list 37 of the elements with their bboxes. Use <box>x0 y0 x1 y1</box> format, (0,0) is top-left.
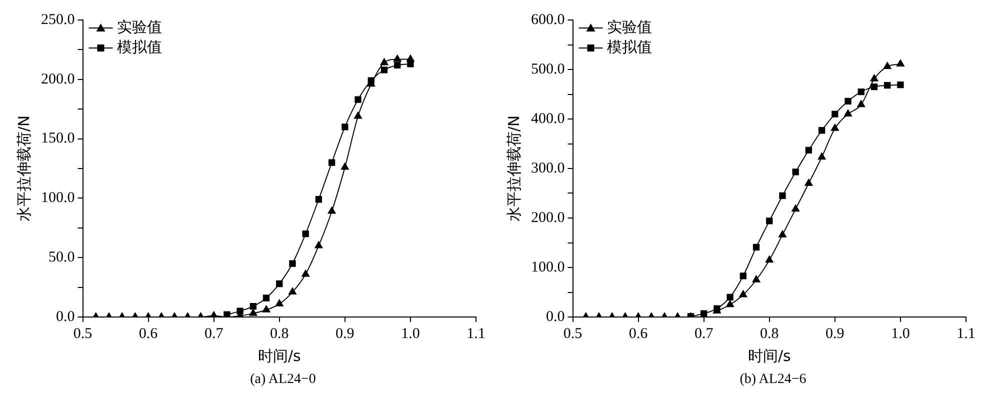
x-tick-label: 0.6 <box>628 326 648 342</box>
y-axis-title: 水平拉伸载荷/N <box>14 115 33 222</box>
x-tick-label: 0.7 <box>204 326 224 342</box>
x-tick-label: 1.0 <box>401 326 420 342</box>
x-axis-title: 时间/s <box>748 346 791 365</box>
y-tick-label: 400.0 <box>531 110 565 127</box>
text: (a) AL24−0 <box>249 372 317 388</box>
y-tick-label: 0.0 <box>56 308 75 325</box>
legend-label: 模拟值 <box>606 38 652 56</box>
x-tick-label: 0.8 <box>760 326 779 342</box>
y-tick-label: 200.0 <box>531 210 565 226</box>
y-tick-label: 0.0 <box>546 308 565 325</box>
y-tick-label: 100.0 <box>41 190 75 206</box>
text: (b) AL24−6 <box>738 372 808 388</box>
legend-label: 实验值 <box>116 18 162 36</box>
y-axis-title: 水平拉伸载荷/N <box>504 115 523 222</box>
y-tick-label: 100.0 <box>531 259 565 276</box>
y-tick-label: 500.0 <box>531 61 565 78</box>
x-tick-label: 0.9 <box>826 326 844 342</box>
x-tick-label: 0.9 <box>336 326 354 342</box>
x-tick-label: 1.1 <box>956 326 976 342</box>
x-axis-title: 时间/s <box>258 346 301 365</box>
x-tick-label: 1.0 <box>891 326 910 342</box>
x-tick-label: 0.6 <box>138 326 158 342</box>
y-tick-label: 300.0 <box>531 160 565 176</box>
y-tick-label: 250.0 <box>41 12 75 28</box>
legend-label: 实验值 <box>606 18 652 36</box>
x-tick-label: 0.5 <box>563 326 582 342</box>
x-tick-label: 1.1 <box>466 326 486 342</box>
y-tick-label: 50.0 <box>48 250 75 266</box>
y-tick-label: 150.0 <box>41 130 75 147</box>
legend-label: 模拟值 <box>116 38 162 56</box>
y-tick-label: 200.0 <box>41 71 75 88</box>
y-tick-label: 600.0 <box>531 12 565 28</box>
x-tick-label: 0.7 <box>694 326 714 342</box>
x-tick-label: 0.8 <box>270 326 289 342</box>
x-tick-label: 0.5 <box>73 326 92 342</box>
